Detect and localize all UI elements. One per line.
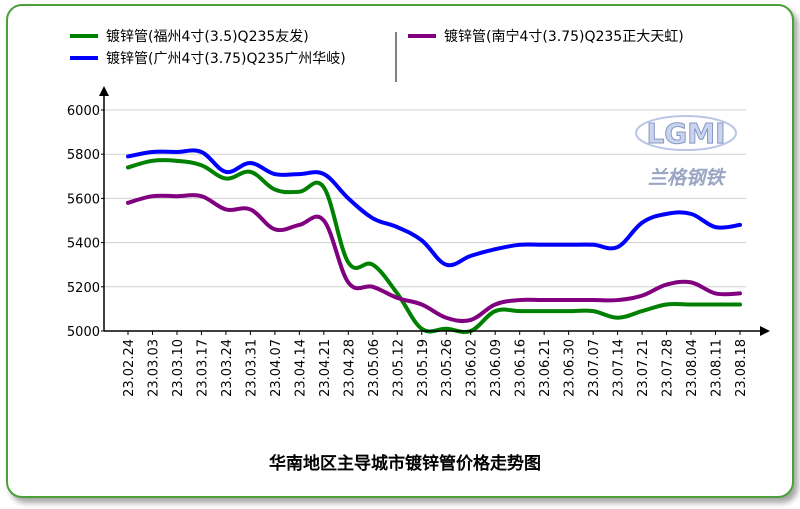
x-tick-label: 23.06.16 — [514, 339, 529, 397]
x-tick-label: 23.06.21 — [538, 339, 553, 397]
watermark-logo-ring — [635, 115, 737, 151]
x-tick-label: 23.05.26 — [440, 339, 455, 397]
x-tick-label: 23.04.07 — [269, 339, 284, 397]
x-tick-label: 23.07.07 — [587, 339, 602, 397]
x-tick-label: 23.05.12 — [391, 339, 406, 397]
x-tick-label: 23.03.03 — [146, 339, 161, 397]
x-tick-labels: 23.02.24 23.03.03 23.03.10 23.03.17 23.03.24… — [122, 331, 749, 397]
x-tick-label: 23.04.14 — [293, 339, 308, 397]
lgmi-watermark: LGMI 兰格钢铁 — [635, 115, 737, 189]
legend-label-1: 镀锌管(福州4寸(3.5)Q235友发) — [106, 28, 309, 45]
y-tick-label: 5000 — [67, 325, 100, 340]
x-tick-label: 23.08.18 — [734, 339, 749, 397]
x-tick-label: 23.05.06 — [367, 339, 382, 397]
legend: 镀锌管(福州4寸(3.5)Q235友发) 镀锌管(南宁4寸(3.75)Q235正大… — [70, 28, 684, 82]
x-axis-arrow — [760, 326, 770, 336]
chart-title: 华南地区主导城市镀锌管价格走势图 — [269, 453, 541, 474]
y-tick-labels: 6000 5800 5600 5400 5200 5000 — [67, 104, 104, 340]
x-tick-label: 23.06.09 — [489, 339, 504, 397]
x-tick-label: 23.04.28 — [342, 339, 357, 397]
x-tick-label: 23.08.11 — [710, 339, 725, 397]
y-axis-arrow — [99, 86, 109, 96]
x-tick-label: 23.07.28 — [661, 339, 676, 397]
x-tick-label: 23.02.24 — [122, 339, 137, 397]
y-tick-label: 6000 — [67, 104, 100, 119]
y-tick-label: 5200 — [67, 281, 100, 296]
x-tick-label: 23.03.10 — [171, 339, 186, 397]
y-tick-label: 5800 — [67, 148, 100, 163]
x-tick-label: 23.03.31 — [244, 339, 259, 397]
y-tick-label: 5400 — [67, 237, 100, 252]
x-tick-label: 23.07.21 — [636, 339, 651, 397]
legend-label-3: 镀锌管(广州4寸(3.75)Q235广州华岐) — [106, 50, 346, 67]
chart-frame — [6, 4, 794, 498]
legend-label-2: 镀锌管(南宁4寸(3.75)Q235正大天虹) — [444, 28, 684, 45]
x-tick-label: 23.03.24 — [220, 339, 235, 397]
y-tick-label: 5600 — [67, 192, 100, 207]
series-line-2 — [126, 193, 742, 324]
x-tick-label: 23.06.02 — [465, 339, 480, 397]
watermark-logo-text: LGMI — [646, 117, 725, 150]
x-tick-label: 23.06.30 — [563, 339, 578, 397]
x-tick-label: 23.08.04 — [685, 339, 700, 397]
x-tick-label: 23.07.14 — [612, 339, 627, 397]
x-tick-label: 23.04.21 — [318, 339, 333, 397]
x-tick-label: 23.05.19 — [416, 339, 431, 397]
watermark-brand-text: 兰格钢铁 — [648, 167, 727, 189]
axes — [99, 86, 770, 336]
x-tick-label: 23.03.17 — [195, 339, 210, 397]
series-line-3 — [126, 148, 742, 268]
